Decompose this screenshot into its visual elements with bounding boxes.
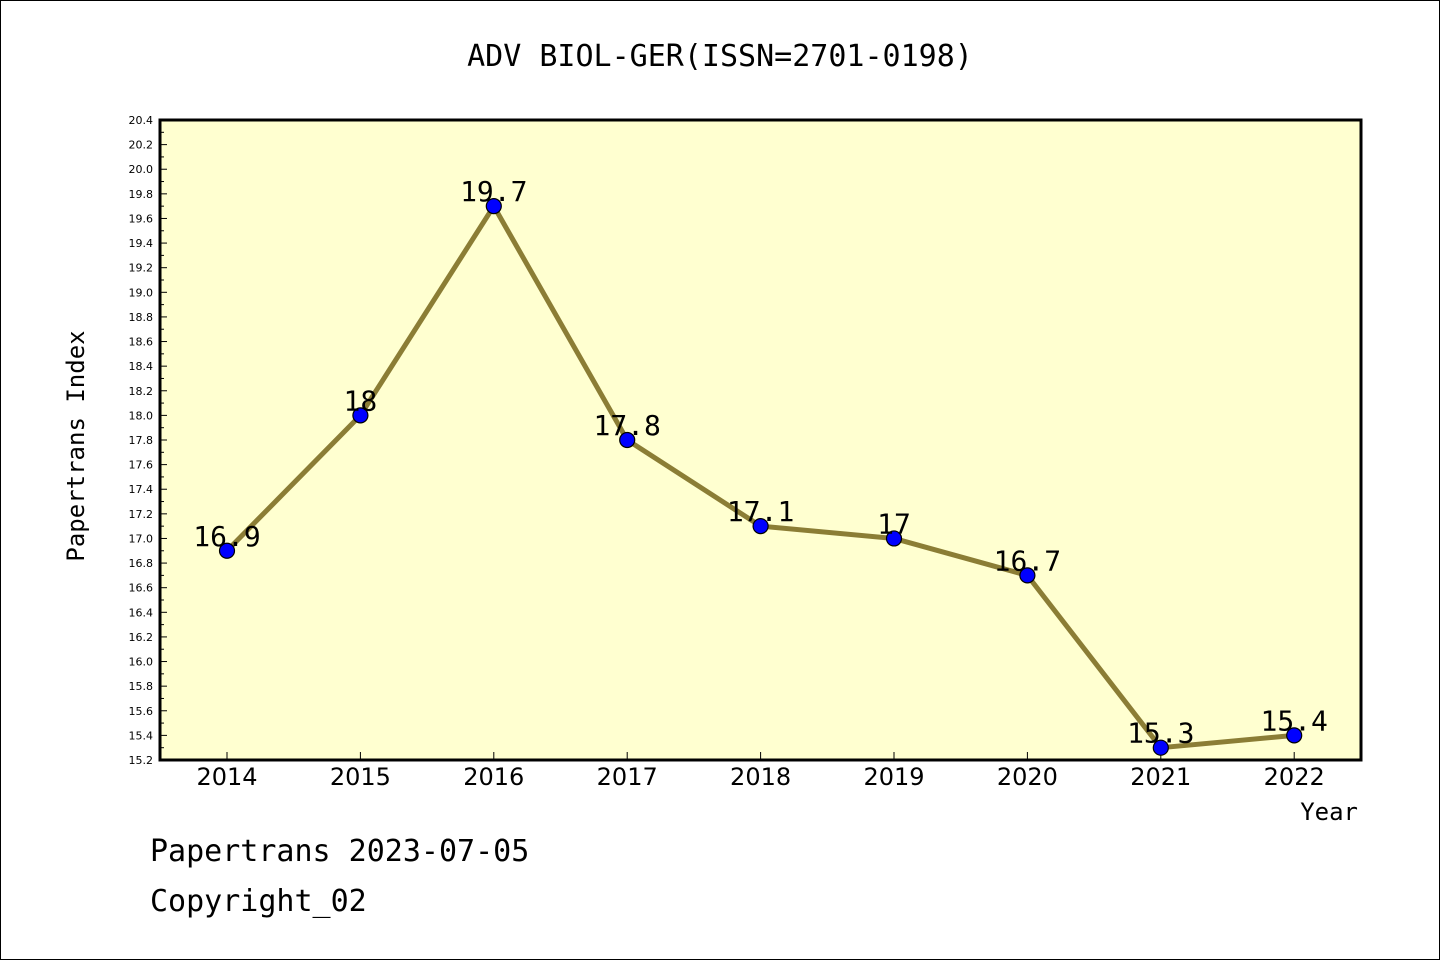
- data-point: [352, 407, 369, 424]
- data-label: 17: [877, 507, 911, 540]
- y-tick-label: 19.8: [129, 188, 154, 201]
- series-markers: [218, 198, 1303, 756]
- x-tick-label: 2019: [863, 763, 924, 791]
- y-tick-label: 20.2: [129, 139, 154, 152]
- y-tick-label: 15.2: [129, 754, 154, 767]
- data-label: 17.8: [593, 409, 660, 442]
- footer-copyright: Copyright_02: [150, 884, 367, 919]
- y-axis: 15.2 15.4 15.6 15.8 16.0 16.2 16.4 16.6 16.8 17.0…: [129, 114, 167, 767]
- data-label: 15.3: [1127, 717, 1194, 750]
- data-point: [752, 518, 769, 535]
- y-tick-label: 19.0: [129, 286, 154, 299]
- data-label: 15.4: [1260, 704, 1327, 737]
- x-tick-label: 2017: [597, 763, 658, 791]
- y-tick-label: 15.4: [129, 729, 154, 742]
- y-tick-label: 18.2: [129, 385, 154, 398]
- x-tick-label: 2022: [1264, 763, 1325, 791]
- data-label: 18: [344, 384, 378, 417]
- x-axis: 2014 2015 2016 2017 2018 2019 2020 2021 2022: [196, 752, 1325, 791]
- y-tick-label: 20.4: [129, 114, 154, 127]
- y-tick-label: 18.0: [129, 409, 154, 422]
- y-axis-label: Papertrans Index: [62, 330, 90, 561]
- y-tick-label: 19.6: [129, 212, 154, 225]
- x-tick-label: 2016: [463, 763, 524, 791]
- plot-area: [158, 118, 1363, 762]
- y-tick-label: 20.0: [129, 163, 154, 176]
- y-tick-label: 17.4: [129, 483, 154, 496]
- data-point: [1019, 567, 1036, 584]
- y-tick-label: 16.8: [129, 557, 154, 570]
- data-point: [885, 530, 903, 547]
- x-tick-label: 2015: [330, 763, 391, 791]
- y-tick-label: 16.4: [129, 606, 154, 619]
- data-label: 19.7: [460, 175, 527, 208]
- y-tick-label: 17.2: [129, 508, 154, 521]
- y-tick-label: 16.0: [129, 656, 154, 669]
- y-tick-label: 18.8: [129, 311, 154, 324]
- data-point: [1286, 727, 1303, 744]
- y-tick-label: 15.8: [129, 680, 154, 693]
- y-tick-label: 16.6: [129, 582, 154, 595]
- y-tick-label: 16.2: [129, 631, 154, 644]
- data-label: 16.7: [994, 544, 1061, 577]
- data-labels: 16.9 18 19.7 17.8 17.1 17 16.7 15.3 15.4: [193, 175, 1328, 750]
- x-tick-label: 2014: [196, 763, 257, 791]
- y-tick-label: 17.8: [129, 434, 154, 447]
- y-tick-label: 17.0: [129, 532, 154, 545]
- x-tick-label: 2018: [730, 763, 791, 791]
- y-tick-label: 17.6: [129, 459, 154, 472]
- y-tick-label: 18.4: [129, 360, 154, 373]
- data-point: [485, 198, 502, 215]
- y-tick-label: 19.2: [129, 262, 154, 275]
- x-tick-label: 2020: [997, 763, 1058, 791]
- y-tick-label: 19.4: [129, 237, 154, 250]
- x-axis-label: Year: [1300, 798, 1358, 826]
- data-point: [218, 542, 236, 559]
- y-tick-label: 15.6: [129, 705, 154, 718]
- data-point: [1152, 739, 1169, 756]
- y-tick-label: 18.6: [129, 336, 154, 349]
- data-label: 17.1: [727, 495, 794, 528]
- data-point: [619, 431, 636, 449]
- footer-date: Papertrans 2023-07-05: [150, 834, 530, 869]
- chart-title: ADV BIOL-GER(ISSN=2701-0198): [467, 39, 973, 74]
- data-label: 16.9: [193, 520, 260, 553]
- x-tick-label: 2021: [1130, 763, 1191, 791]
